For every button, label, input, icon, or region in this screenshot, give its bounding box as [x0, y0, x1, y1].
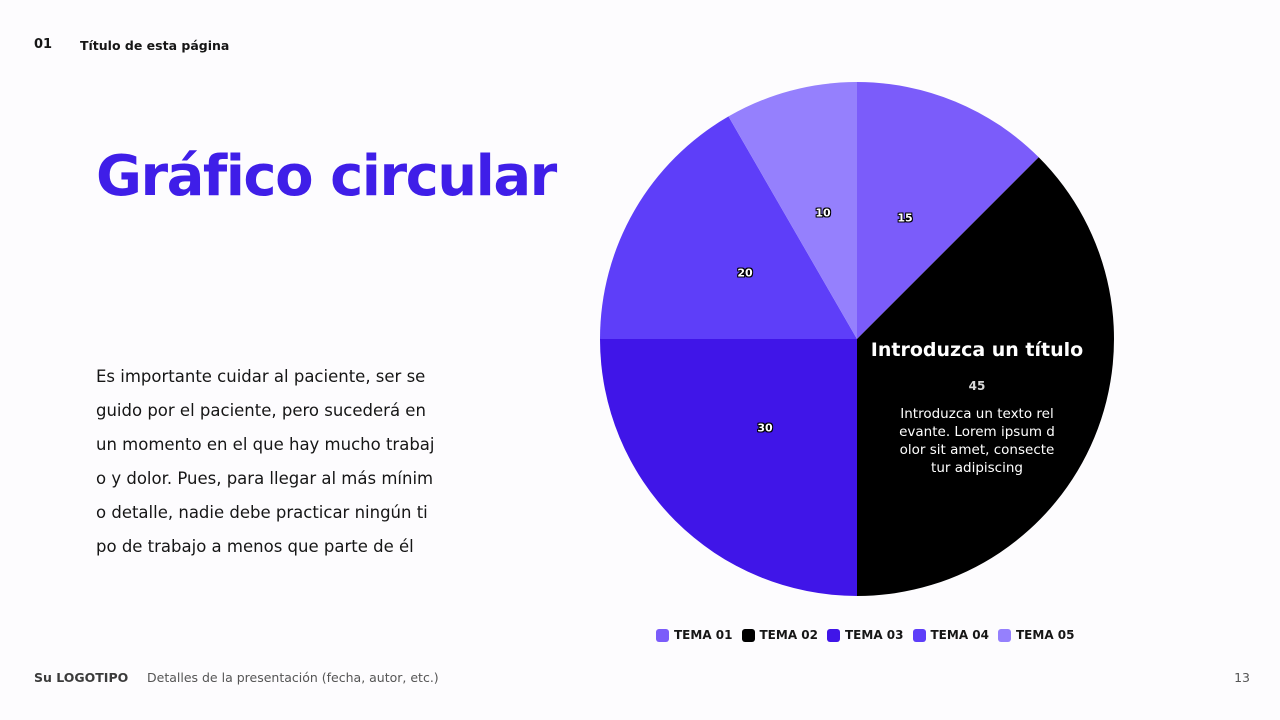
pie-slice-tema-01 — [857, 82, 1039, 339]
pie-chart-svg — [600, 82, 1114, 596]
body-line: Es importante cuidar al paciente, ser se — [96, 367, 426, 386]
body-line: po de trabajo a menos que parte de él — [96, 537, 414, 556]
slice-label-tema-01: 15 — [897, 211, 913, 225]
pie-slice-tema-05 — [728, 82, 857, 339]
body-line: un momento en el que hay mucho trabaj — [96, 435, 435, 454]
body-line: guido por el paciente, pero sucederá en — [96, 401, 426, 420]
legend-label: TEMA 03 — [845, 628, 904, 642]
slice-label-tema-02: 45 — [968, 379, 986, 393]
slice-label-tema-05: 10 — [815, 206, 831, 220]
chart-legend: TEMA 01 TEMA 02 TEMA 03 TEMA 04 TEMA 05 — [656, 628, 1075, 642]
callout-line: tur adipiscing — [931, 460, 1023, 476]
body-paragraph: Es importante cuidar al paciente, ser se… — [96, 360, 441, 564]
callout-line: olor sit amet, consecte — [899, 442, 1055, 458]
legend-swatch — [912, 628, 926, 642]
page-header-title: Título de esta página — [80, 38, 230, 53]
legend-item-tema-03: TEMA 03 — [827, 628, 904, 642]
slide-title: Gráfico circular — [96, 144, 557, 209]
pie-slice-tema-04 — [600, 116, 857, 339]
footer-details: Detalles de la presentación (fecha, auto… — [147, 670, 439, 685]
legend-swatch — [656, 628, 669, 642]
legend-label: TEMA 04 — [930, 628, 990, 642]
slice-label-tema-04: 20 — [737, 266, 753, 280]
slice-label-tema-03: 30 — [757, 421, 773, 435]
legend-swatch — [827, 628, 840, 642]
legend-swatch — [998, 628, 1011, 642]
pie-chart: 15 30 20 10 Introduzca un título 45 Intr… — [599, 81, 1115, 597]
legend-label: TEMA 02 — [759, 628, 819, 642]
legend-item-tema-01: TEMA 01 — [656, 628, 733, 642]
legend-swatch — [741, 628, 755, 642]
legend-item-tema-02: TEMA 02 — [741, 628, 819, 642]
body-line: o y dolor. Pues, para llegar al más míni… — [96, 469, 434, 488]
callout-title: Introduzca un título — [870, 339, 1084, 361]
footer-logo: Su LOGOTIPO — [34, 670, 129, 685]
slide-page-number: 13 — [1234, 670, 1250, 685]
legend-label: TEMA 01 — [674, 628, 733, 642]
callout-text: Introduzca un texto rel evante. Lorem ip… — [892, 405, 1062, 477]
body-line: o detalle, nadie debe practicar ningún t… — [96, 503, 428, 522]
legend-item-tema-04: TEMA 04 — [912, 628, 990, 642]
page-number: 01 — [34, 37, 53, 52]
callout-line: Introduzca un texto rel — [900, 406, 1054, 422]
pie-slice-tema-02 — [857, 157, 1114, 596]
pie-slice-tema-03 — [600, 339, 857, 596]
legend-item-tema-05: TEMA 05 — [998, 628, 1075, 642]
legend-label: TEMA 05 — [1016, 628, 1075, 642]
callout-line: evante. Lorem ipsum d — [899, 424, 1055, 440]
